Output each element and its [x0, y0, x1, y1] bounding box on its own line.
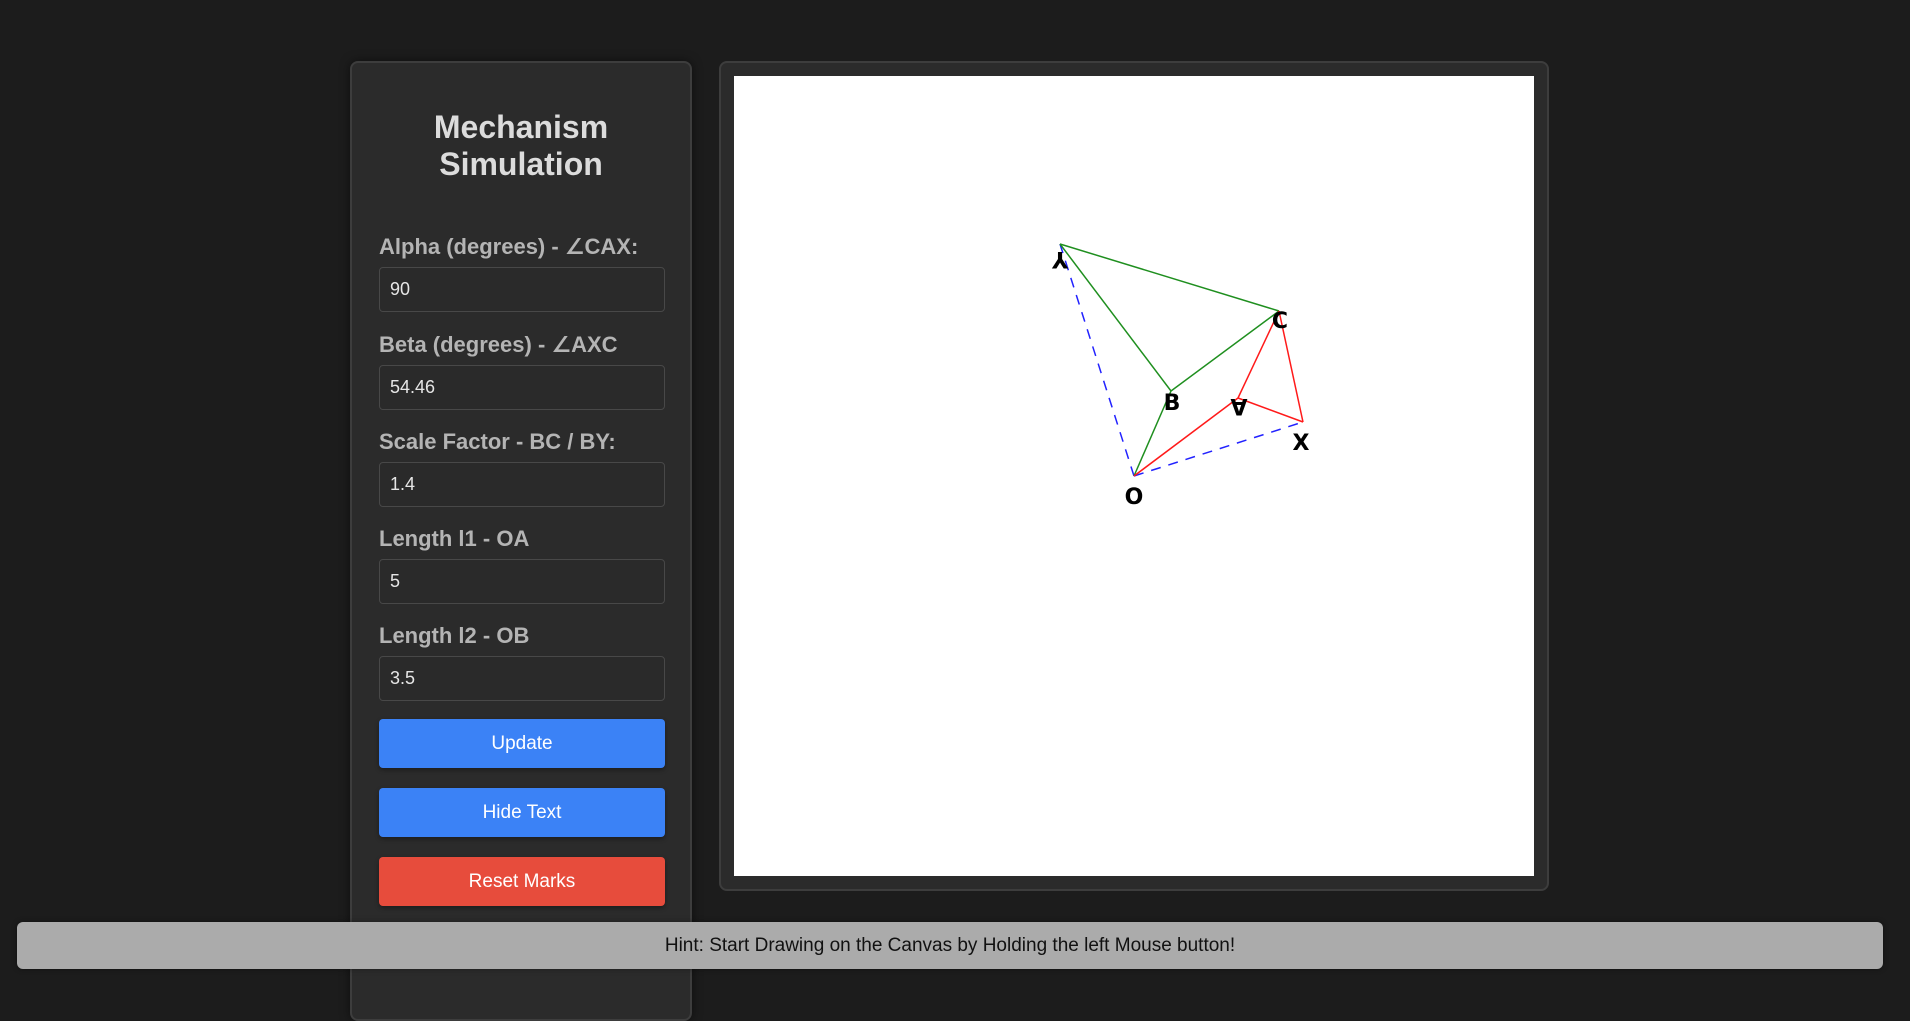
dashed-line-o-x [1133, 421, 1304, 477]
point-label-o: O [1125, 485, 1144, 510]
control-panel: Mechanism Simulation Alpha (degrees) - ∠… [350, 61, 692, 1021]
point-label-b: B [1164, 391, 1181, 416]
panel-title-text: Mechanism Simulation [433, 109, 609, 182]
beta-input[interactable] [379, 365, 665, 410]
reset-marks-button[interactable]: Reset Marks [379, 857, 665, 906]
length-l2-label: Length l2 - OB [379, 623, 530, 648]
hint-text: Hint: Start Drawing on the Canvas by Hol… [664, 935, 1236, 956]
link-y-c [1059, 243, 1280, 312]
mechanism-diagram: Y C B A X O [1051, 243, 1310, 510]
panel-title: Mechanism Simulation [352, 109, 690, 183]
point-label-c: C [1272, 309, 1288, 334]
alpha-input[interactable] [379, 267, 665, 312]
dashed-line-o-y [1059, 243, 1135, 477]
scale-factor-label: Scale Factor - BC / BY: [379, 429, 616, 454]
link-a-x [1237, 397, 1304, 423]
hint-bar: Hint: Start Drawing on the Canvas by Hol… [17, 922, 1883, 969]
link-b-c [1170, 310, 1280, 392]
beta-label: Beta (degrees) - ∠AXC [379, 332, 618, 357]
length-l1-label: Length l1 - OA [379, 526, 530, 551]
hide-text-button[interactable]: Hide Text [379, 788, 665, 837]
link-a-c [1237, 310, 1280, 399]
point-label-x: X [1293, 431, 1310, 456]
canvas-frame: Y C B A X O [719, 61, 1549, 891]
link-c-x [1278, 310, 1304, 423]
link-y-b [1059, 243, 1172, 392]
point-label-y: Y [1051, 246, 1069, 271]
alpha-label: Alpha (degrees) - ∠CAX: [379, 234, 639, 259]
update-button[interactable]: Update [379, 719, 665, 768]
link-o-a [1133, 397, 1239, 477]
length-l2-input[interactable] [379, 656, 665, 701]
scale-factor-input[interactable] [379, 462, 665, 507]
point-label-a: A [1230, 393, 1247, 418]
drawing-canvas[interactable]: Y C B A X O [734, 76, 1534, 876]
length-l1-input[interactable] [379, 559, 665, 604]
link-o-b [1133, 390, 1172, 477]
